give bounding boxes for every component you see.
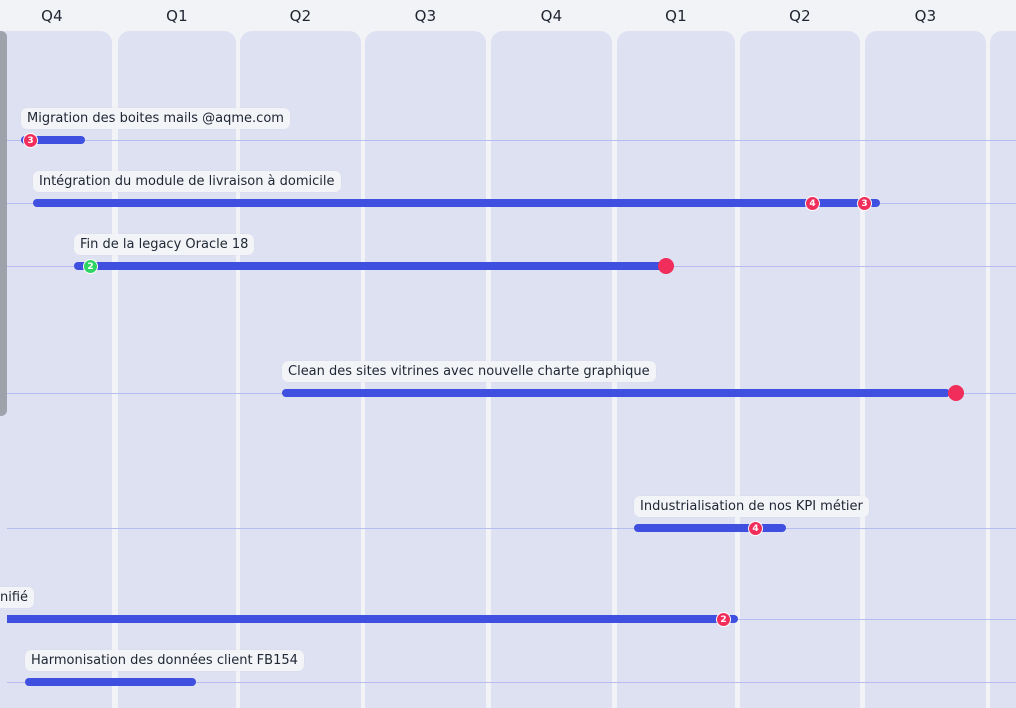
quarter-header-q1: Q1 xyxy=(166,7,188,25)
dependency-count-badge[interactable]: 4 xyxy=(748,521,763,536)
quarter-header-q4: Q4 xyxy=(540,7,563,25)
dependency-count-badge[interactable]: 2 xyxy=(716,612,731,627)
vertical-scrollbar[interactable] xyxy=(0,31,7,416)
quarter-header-q4: Q4 xyxy=(41,7,63,25)
timeline-bar[interactable] xyxy=(25,678,196,686)
quarter-column xyxy=(865,31,986,708)
timeline-item-label[interactable]: Industrialisation de nos KPI métier xyxy=(634,496,869,517)
timeline-bar[interactable] xyxy=(74,262,664,270)
quarter-header-q2: Q2 xyxy=(289,7,312,25)
dependency-count-badge[interactable]: 2 xyxy=(83,259,98,274)
quarter-column xyxy=(118,31,236,708)
row-guide-line xyxy=(7,140,1016,141)
quarter-column xyxy=(740,31,860,708)
dependency-count-badge[interactable]: 4 xyxy=(805,196,820,211)
timeline-bar[interactable] xyxy=(33,199,880,207)
timeline-item-label[interactable]: Migration des boites mails @aqme.com xyxy=(21,108,290,129)
timeline-item-label[interactable]: Harmonisation des données client FB154 xyxy=(25,650,304,671)
row-guide-line xyxy=(7,528,1016,529)
quarter-header-q3: Q3 xyxy=(914,7,937,25)
quarter-header-q1: Q1 xyxy=(665,7,687,25)
quarter-column xyxy=(990,31,1016,708)
dependency-count-badge[interactable]: 3 xyxy=(857,196,872,211)
milestone-marker-icon[interactable] xyxy=(658,258,674,274)
milestone-marker-icon[interactable] xyxy=(948,385,964,401)
timeline-bar[interactable] xyxy=(7,615,738,623)
timeline-bar[interactable] xyxy=(21,136,85,144)
row-guide-line xyxy=(7,682,1016,683)
timeline-bar[interactable] xyxy=(634,524,786,532)
timeline-item-label[interactable]: nifié xyxy=(0,587,35,608)
timeline-item-label[interactable]: Fin de la legacy Oracle 18 xyxy=(74,234,255,255)
quarter-header-q3: Q3 xyxy=(414,7,437,25)
timeline-bar[interactable] xyxy=(282,389,950,397)
timeline-item-label[interactable]: Intégration du module de livraison à dom… xyxy=(33,171,341,192)
dependency-count-badge[interactable]: 3 xyxy=(23,133,38,148)
quarter-header-q2: Q2 xyxy=(789,7,811,25)
timeline-item-label[interactable]: Clean des sites vitrines avec nouvelle c… xyxy=(282,361,656,382)
